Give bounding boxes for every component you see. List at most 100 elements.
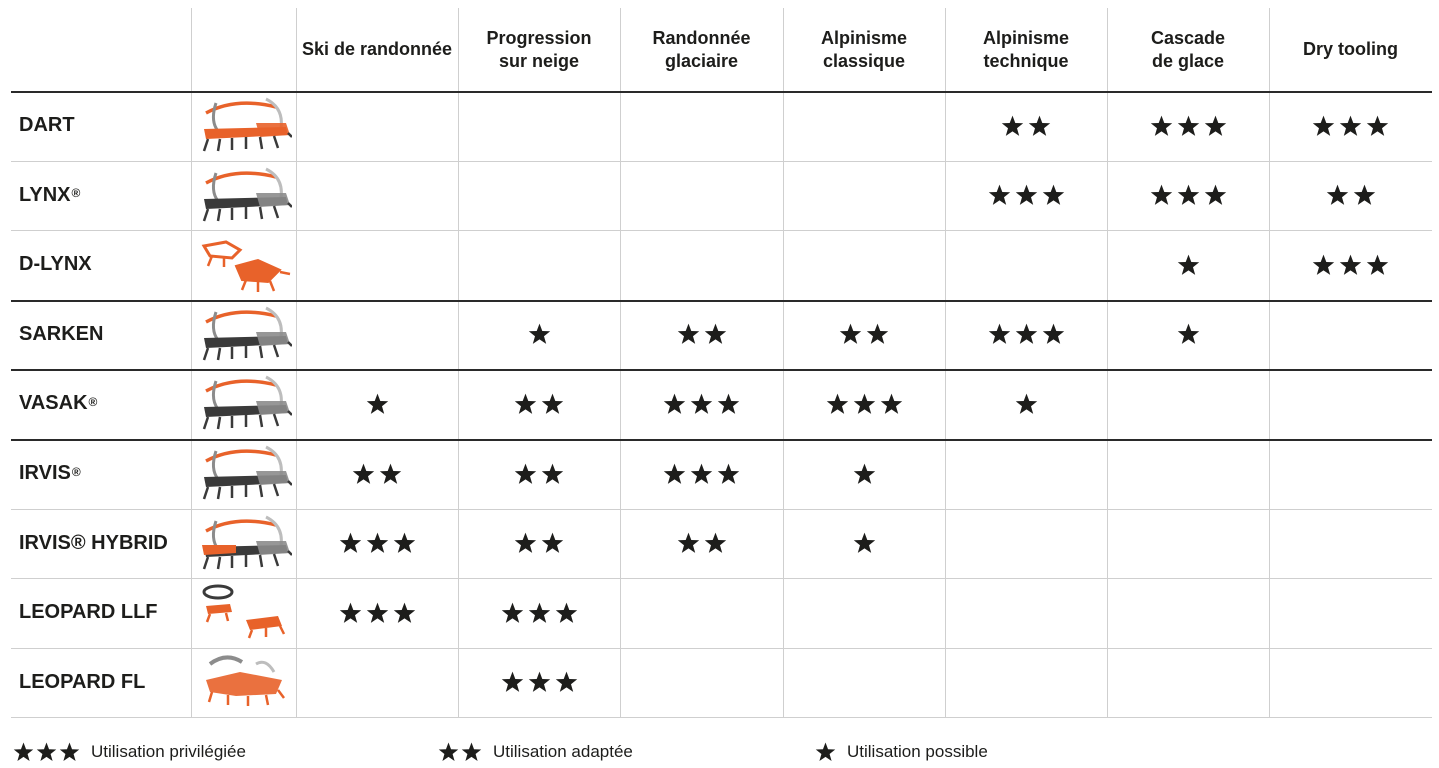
star-icon — [880, 393, 902, 414]
rating-cell — [296, 648, 458, 717]
column-divider — [620, 8, 621, 718]
star-icon — [663, 393, 686, 414]
star-icon — [1353, 184, 1375, 205]
column-divider — [1107, 8, 1108, 718]
column-divider — [191, 8, 192, 718]
row-divider — [11, 160, 1432, 162]
star-icon — [717, 393, 740, 414]
row-divider — [11, 299, 1432, 302]
legend-label: Utilisation possible — [847, 742, 988, 761]
lynx-crampon-icon — [202, 167, 292, 221]
star-icon — [1028, 115, 1051, 136]
row-divider — [11, 508, 1432, 510]
star-icon — [1326, 184, 1348, 205]
star-icon — [528, 671, 550, 693]
product-name-text: LEOPARD LLF — [19, 601, 158, 624]
star-icon — [1177, 254, 1199, 275]
rating-cell — [620, 369, 783, 438]
rating-cell — [458, 91, 620, 160]
rating-cell — [458, 300, 620, 369]
rating-cell — [1107, 161, 1269, 230]
star-icon — [690, 393, 713, 414]
star-icon — [1366, 115, 1389, 136]
rating-cell — [296, 439, 458, 508]
rating-cell — [783, 509, 945, 578]
rating-cell — [620, 91, 783, 160]
rating-cell — [945, 578, 1107, 647]
legend-item: Utilisation privilégiée — [12, 740, 246, 764]
star-icon — [1312, 254, 1335, 275]
star-icon — [528, 602, 550, 623]
rating-cell — [945, 509, 1107, 578]
star-icon — [988, 184, 1010, 205]
row-divider — [11, 369, 1432, 372]
star-icon — [1177, 184, 1199, 205]
star-icon — [555, 671, 577, 693]
star-icon — [704, 323, 726, 345]
star-icon — [1015, 184, 1037, 205]
row-product-name: DART — [19, 91, 75, 160]
rating-cell — [620, 578, 783, 647]
row-product-name: VASAK ® — [19, 369, 97, 438]
header-divider — [11, 91, 1432, 93]
rating-cell — [458, 578, 620, 647]
column-divider — [296, 8, 297, 718]
product-name-text: LEOPARD FL — [19, 670, 146, 693]
star-icon — [541, 463, 564, 484]
rating-cell — [783, 230, 945, 299]
product-name-text: SARKEN — [19, 322, 104, 345]
row-product-name: IRVIS ® — [19, 439, 81, 508]
star-icon — [1042, 184, 1064, 205]
row-divider — [11, 230, 1432, 232]
rating-cell — [1269, 369, 1432, 438]
rating-cell — [945, 369, 1107, 438]
rating-cell — [1269, 648, 1432, 717]
leopard-fl-crampon-icon — [206, 655, 285, 706]
rating-cell — [458, 648, 620, 717]
vasak-crampon-icon — [202, 376, 292, 430]
row-product-name: LEOPARD FL — [19, 648, 145, 717]
rating-cell — [1269, 578, 1432, 647]
column-header: Alpinisme classique — [820, 27, 908, 71]
rating-cell — [1107, 91, 1269, 160]
column-header: Progression sur neige — [486, 27, 592, 71]
rating-cell — [620, 648, 783, 717]
star-icon — [704, 532, 726, 553]
product-name-text: DART — [19, 114, 75, 136]
row-product-name: LEOPARD LLF — [19, 578, 158, 647]
star-icon — [393, 602, 415, 623]
row-product-name: D-LYNX — [19, 230, 92, 299]
rating-cell — [945, 648, 1107, 717]
product-name-text: IRVIS — [19, 462, 71, 484]
star-icon — [13, 742, 34, 761]
column-divider — [458, 8, 459, 718]
product-name-text: LYNX — [19, 183, 71, 206]
column-divider — [1269, 8, 1270, 718]
star-icon — [1204, 184, 1226, 205]
star-icon — [853, 463, 875, 484]
rating-cell — [1107, 369, 1269, 438]
row-divider — [11, 578, 1432, 580]
rating-cell — [783, 648, 945, 717]
star-icon — [514, 463, 537, 484]
rating-cell — [458, 161, 620, 230]
star-icon — [1177, 323, 1199, 345]
rating-cell — [296, 300, 458, 369]
rating-cell — [458, 509, 620, 578]
column-header: Randonnée glaciaire — [652, 27, 751, 71]
rating-cell — [1269, 161, 1432, 230]
rating-cell — [620, 300, 783, 369]
registered-mark: ® — [71, 464, 81, 479]
dart-crampon-icon — [202, 97, 292, 152]
star-icon — [690, 463, 713, 484]
star-icon — [555, 602, 577, 623]
star-icon — [514, 532, 537, 553]
d-lynx-crampon-icon — [201, 240, 291, 293]
star-icon — [677, 323, 699, 345]
rating-cell — [1269, 91, 1432, 160]
rating-cell — [945, 91, 1107, 160]
star-icon — [501, 671, 523, 693]
star-icon — [826, 393, 848, 414]
rating-cell — [1107, 509, 1269, 578]
rating-cell — [783, 161, 945, 230]
